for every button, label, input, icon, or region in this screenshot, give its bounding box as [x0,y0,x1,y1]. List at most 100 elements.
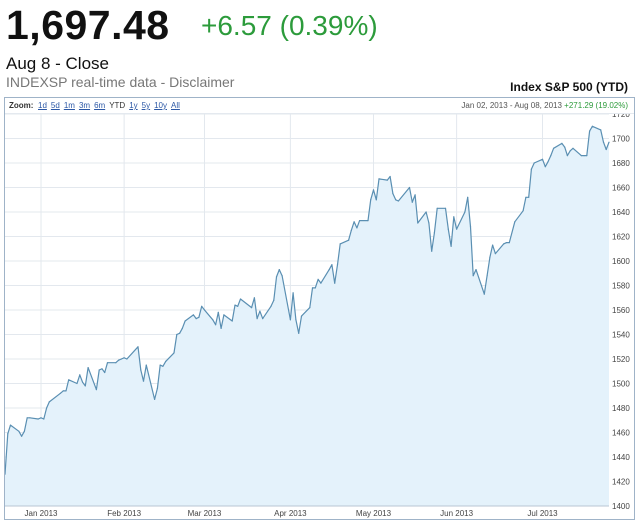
data-point [126,358,128,360]
data-point [104,371,106,374]
data-point [256,318,258,320]
zoom-label: Zoom: [9,101,34,110]
zoom-option-5d[interactable]: 5d [50,101,60,110]
data-point [156,387,158,389]
data-point [530,168,533,170]
data-point [508,242,510,244]
data-point [5,473,6,475]
data-point [115,362,117,364]
data-point [251,307,253,309]
data-point [553,147,555,149]
data-point [572,147,574,149]
data-point [278,269,280,271]
zoom-option-ytd[interactable]: YTD [109,101,126,110]
price-area-fill [5,126,609,507]
data-point [605,148,607,151]
zoom-option-1d[interactable]: 1d [38,101,47,110]
zoom-options: 1d 5d 1m 3m 6m YTD 1y 5y 10y All [38,98,184,114]
price-chart[interactable]: 1400 1420 1440 1460 1480 1500 1520 1540 1560 1580… [5,114,634,519]
zoom-option-6m[interactable]: 6m [94,101,106,110]
data-point [295,319,297,321]
data-point [234,304,236,306]
data-point [386,179,388,181]
data-point [561,142,563,144]
data-point [311,287,314,289]
data-point [486,275,488,277]
data-point [589,130,591,132]
data-point [331,264,333,266]
data-point [231,320,233,322]
data-point [292,292,294,294]
data-point [378,178,380,180]
data-point [472,275,474,277]
range-separator: - [509,101,513,110]
zoom-option-all[interactable]: All [171,101,180,110]
y-tick-label: 1720 [612,114,630,119]
x-month-label: Mar 2013 [188,509,222,518]
data-point [514,221,516,223]
data-point [123,357,125,359]
data-point [608,141,610,143]
data-point [262,318,264,320]
data-point [76,382,78,385]
data-point [547,161,549,163]
data-point [328,269,330,271]
data-point [26,417,28,419]
data-point [447,228,449,230]
data-point [159,364,161,366]
x-month-label: Apr 2013 [274,509,307,518]
data-point [320,282,322,284]
data-point [217,311,219,313]
zoom-option-3m[interactable]: 3m [78,101,91,110]
data-point [176,333,178,336]
data-point [359,220,361,222]
x-month-label: Jul 2013 [527,509,558,518]
chart-toolbar: Zoom: 1d 5d 1m 3m 6m YTD 1y 5y 10y All Jan 02, 20… [5,98,634,114]
close-date: Aug 8 - Close [6,54,109,73]
data-point [298,332,300,334]
data-point [46,407,48,409]
data-point [367,220,369,222]
data-point [436,207,438,209]
data-point [586,155,588,157]
data-point [215,324,217,326]
data-point [370,199,372,201]
data-point [179,332,181,334]
y-tick-label: 1700 [612,135,630,144]
data-point [101,368,103,370]
data-point [503,243,505,245]
data-point [106,362,109,364]
data-point [62,390,64,392]
zoom-option-1m[interactable]: 1m [63,101,75,110]
range-end: Aug 08, 2013 [514,101,562,110]
zoom-option-10y[interactable]: 10y [154,101,167,110]
data-point [450,245,452,247]
y-tick-label: 1440 [612,453,630,462]
data-point [389,175,391,178]
data-point [408,186,411,189]
data-point [489,256,491,258]
data-point [253,297,255,299]
price-change: +6.57 (0.39%) [201,10,378,41]
data-point [411,201,413,203]
data-point [203,309,206,311]
data-point [120,358,122,360]
data-point [336,264,339,266]
zoom-option-1y[interactable]: 1y [129,101,138,110]
y-tick-label: 1600 [612,257,630,266]
data-point [334,282,336,284]
y-tick-label: 1660 [612,184,630,193]
data-point [118,359,120,361]
x-month-label: Jan 2013 [25,509,58,518]
data-point [350,229,352,231]
data-point [79,374,81,376]
y-tick-label: 1560 [612,306,630,315]
data-point [392,193,394,195]
data-point [492,244,494,246]
data-point [162,365,164,367]
y-tick-label: 1540 [612,331,630,340]
data-point [494,253,496,255]
x-month-label: May 2013 [356,509,392,518]
data-point [414,194,416,196]
zoom-option-5y[interactable]: 5y [141,101,151,110]
